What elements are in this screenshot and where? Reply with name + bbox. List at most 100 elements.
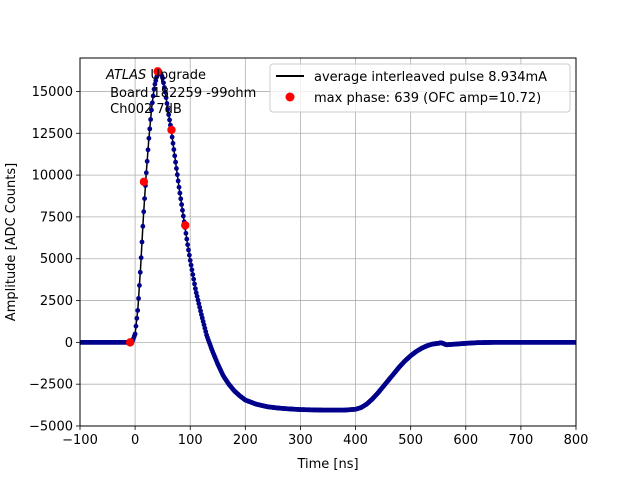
y-axis-ticks: −5000 −2500 0 2500 5000 7500 10000 12500 15000 <box>29 85 80 435</box>
series-dot <box>174 172 180 178</box>
series-dot <box>169 134 175 140</box>
series-dot <box>173 159 178 165</box>
series-dot <box>162 89 168 95</box>
series-dot <box>188 262 194 268</box>
series-dot <box>163 95 169 101</box>
y-tick-label: 15000 <box>32 85 73 100</box>
series-dot <box>138 255 144 261</box>
series-dot <box>142 196 147 202</box>
series-dot <box>137 269 143 275</box>
y-tick-label: −2500 <box>29 378 73 393</box>
series-dot <box>187 258 193 263</box>
series-dot <box>198 308 203 314</box>
annotation-board: Board 182259 -99ohm <box>106 86 256 101</box>
series-dot <box>149 100 155 106</box>
y-tick-label: 7500 <box>40 210 73 225</box>
x-tick-label: 100 <box>178 433 203 448</box>
series-dot <box>132 331 138 337</box>
series-dot <box>184 236 190 242</box>
legend: average interleaved pulse 8.934mA max ph… <box>269 63 571 113</box>
plot-area <box>80 67 576 413</box>
y-axis-label: Amplitude [ADC Counts] <box>4 163 19 321</box>
x-tick-label: 400 <box>343 433 368 448</box>
x-axis-ticks: −100 0 100 200 300 400 500 600 700 800 <box>62 426 588 448</box>
series-dot <box>150 93 156 99</box>
max-phase-marker <box>139 177 149 186</box>
series-dot <box>192 286 198 292</box>
x-tick-label: 200 <box>233 433 258 448</box>
max-phase-marker <box>167 125 176 135</box>
x-tick-label: 500 <box>398 433 423 448</box>
y-tick-label: −5000 <box>29 420 73 435</box>
svg-text:ATLAS Upgrade: ATLAS Upgrade <box>105 68 206 83</box>
series-dot <box>191 276 197 282</box>
series-dot <box>195 297 201 303</box>
max-phase-marker <box>125 338 135 347</box>
series-dot <box>197 304 203 310</box>
series-dot <box>174 166 179 171</box>
series-dot <box>143 170 149 176</box>
series-dot <box>167 117 172 123</box>
series-dot <box>136 296 141 301</box>
series-dot <box>140 223 146 229</box>
annotation-atlas: ATLAS <box>105 68 146 83</box>
series-dot <box>171 147 177 152</box>
series-dot <box>186 252 192 258</box>
y-tick-label: 12500 <box>32 127 73 142</box>
series-dot <box>172 153 178 159</box>
x-tick-label: 600 <box>453 433 478 448</box>
x-tick-label: 0 <box>131 433 139 448</box>
max-phase-marker <box>153 67 162 76</box>
series-dot <box>185 242 191 248</box>
y-tick-label: 2500 <box>40 294 73 309</box>
plot-frame <box>79 57 577 427</box>
series-dot <box>178 196 184 202</box>
annotation-channel: Ch002 7dB <box>106 102 182 117</box>
series-dot <box>160 75 166 81</box>
series-dot <box>149 107 154 113</box>
series-dot <box>193 290 199 296</box>
series-dot <box>141 209 147 215</box>
annotation-upgrade: Upgrade <box>146 68 206 83</box>
series-average-pulse-dots <box>80 69 576 413</box>
series-dot <box>148 117 154 122</box>
series-dot <box>145 147 151 153</box>
series-dot <box>153 78 159 83</box>
series-dot <box>194 293 200 299</box>
max-phase-marker <box>181 221 190 230</box>
legend-entry-average-pulse: average interleaved pulse 8.934mA <box>314 70 547 85</box>
series-dot <box>190 272 196 277</box>
legend-entry-max-phase: max phase: 639 (OFC amp=10.72) <box>314 91 541 106</box>
series-dot <box>152 81 158 87</box>
series-dot <box>137 282 142 288</box>
annotation-block: ATLAS Upgrade Board 182259 -99ohm Ch002 … <box>105 68 256 117</box>
y-tick-label: 0 <box>65 336 73 351</box>
series-dot <box>146 135 152 141</box>
y-tick-label: 5000 <box>40 252 73 267</box>
series-dot <box>186 247 191 253</box>
series-dot <box>175 178 181 184</box>
series-dot <box>135 308 141 313</box>
series-dot <box>144 158 150 164</box>
series-dot <box>166 112 172 118</box>
x-tick-label: −100 <box>62 433 98 448</box>
series-average-pulse-line <box>80 69 576 411</box>
series-dot <box>176 184 182 190</box>
series-dot <box>179 202 185 207</box>
series-dot <box>192 281 197 287</box>
series-dot <box>189 267 195 273</box>
series-dot <box>164 101 170 106</box>
series-dot <box>573 339 576 345</box>
series-dot <box>161 85 167 90</box>
legend-marker-swatch <box>285 92 295 102</box>
series-dot <box>177 190 183 196</box>
series-dot <box>147 126 153 132</box>
series-dot <box>183 230 189 236</box>
series-dot <box>139 239 145 245</box>
x-tick-label: 300 <box>288 433 313 448</box>
series-dot <box>161 80 166 86</box>
series-dot <box>134 315 140 321</box>
series-dot <box>196 301 202 307</box>
series-dot <box>133 323 139 329</box>
